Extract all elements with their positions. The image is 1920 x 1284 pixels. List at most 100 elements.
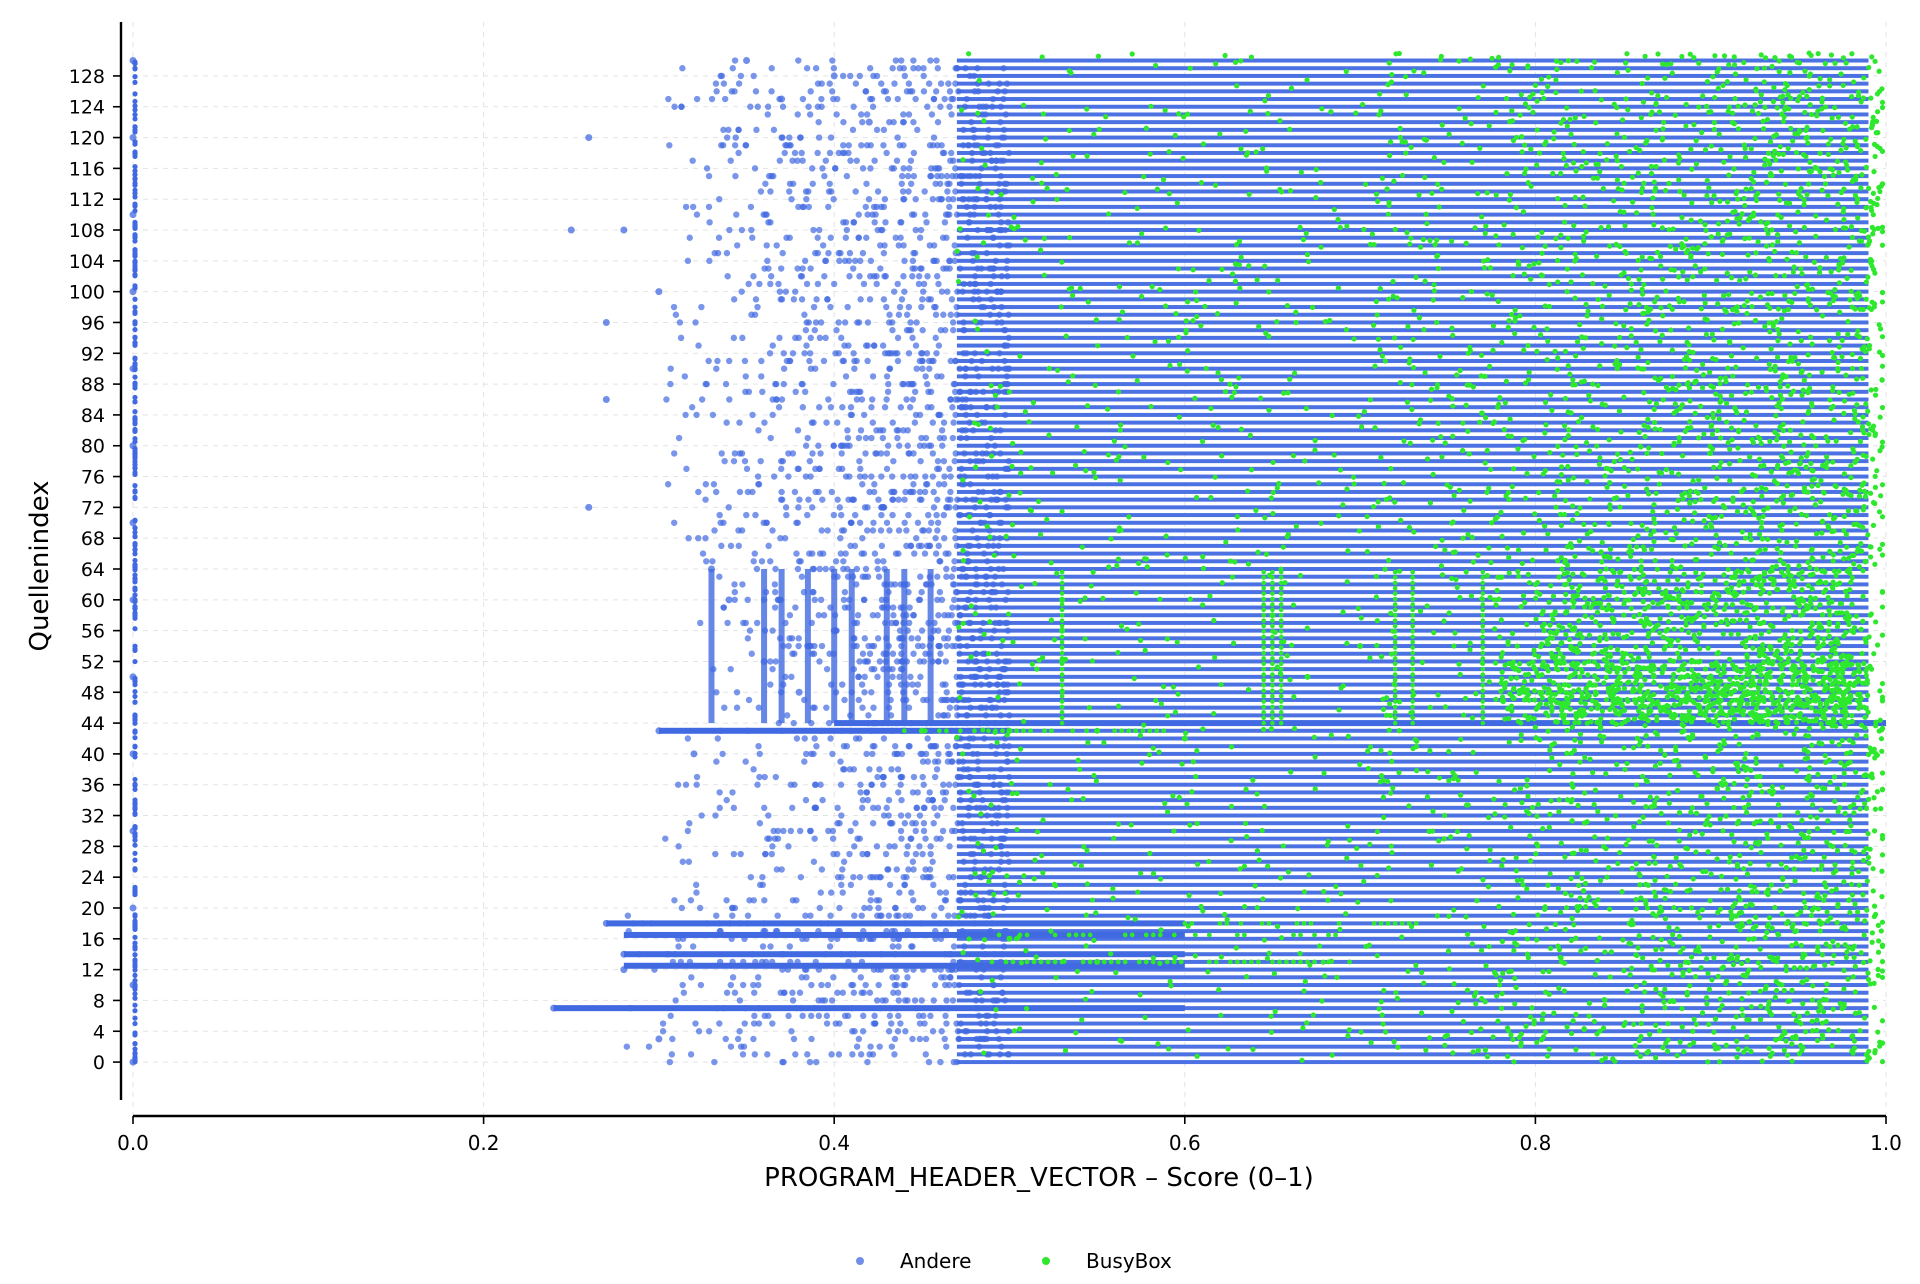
andere-point xyxy=(870,805,876,811)
busybox-point xyxy=(1640,955,1645,960)
andere-point xyxy=(955,1036,961,1042)
busybox-point xyxy=(1741,196,1746,201)
busybox-point xyxy=(1409,145,1414,150)
andere-point xyxy=(716,196,722,202)
busybox-point xyxy=(1711,465,1716,470)
busybox-point xyxy=(1050,470,1055,475)
busybox-point xyxy=(1795,657,1800,662)
andere-point xyxy=(896,997,902,1003)
andere-point xyxy=(862,450,868,456)
andere-point xyxy=(788,674,794,680)
busybox-point xyxy=(1880,852,1885,857)
busybox-point xyxy=(1800,90,1805,95)
busybox-point xyxy=(1841,968,1846,973)
busybox-point xyxy=(1653,1023,1658,1028)
busybox-point xyxy=(1847,910,1852,915)
busybox-point xyxy=(1769,227,1774,232)
andere-band xyxy=(957,536,1869,540)
andere-point xyxy=(803,473,809,479)
busybox-point xyxy=(1823,434,1828,439)
busybox-point xyxy=(1516,547,1521,552)
andere-point xyxy=(778,265,784,271)
busybox-point xyxy=(1727,727,1732,732)
busybox-point xyxy=(1138,733,1143,738)
andere-point xyxy=(847,73,853,79)
andere-point xyxy=(755,974,761,980)
andere-point xyxy=(943,566,949,572)
andere-point xyxy=(748,874,754,880)
busybox-point xyxy=(1631,824,1636,829)
busybox-point xyxy=(1500,971,1505,976)
andere-point xyxy=(890,990,896,996)
andere-point xyxy=(755,473,761,479)
andere-point xyxy=(946,627,952,633)
andere-point xyxy=(780,250,786,256)
busybox-point xyxy=(1489,56,1494,61)
andere-point xyxy=(988,566,994,572)
andere-point xyxy=(991,489,997,495)
busybox-point xyxy=(1639,558,1644,563)
busybox-point xyxy=(1727,461,1732,466)
busybox-point xyxy=(1859,627,1864,632)
andere-point xyxy=(132,177,137,182)
busybox-point xyxy=(1619,889,1624,894)
andere-point xyxy=(870,704,876,710)
andere-point xyxy=(852,188,858,194)
andere-point xyxy=(831,512,837,518)
andere-point xyxy=(880,558,886,564)
andere-point xyxy=(856,389,862,395)
busybox-point xyxy=(1176,111,1181,116)
andere-point xyxy=(132,576,137,581)
andere-point xyxy=(689,404,695,410)
andere-point xyxy=(822,335,828,341)
busybox-point xyxy=(1564,905,1569,910)
andere-point xyxy=(876,574,882,580)
busybox-point xyxy=(1158,876,1163,881)
andere-point xyxy=(132,867,137,872)
busybox-point xyxy=(1634,1050,1639,1055)
andere-point xyxy=(951,242,957,248)
andere-point xyxy=(917,265,923,271)
andere-point xyxy=(973,597,979,603)
busybox-point xyxy=(1617,244,1622,249)
andere-point xyxy=(817,782,823,788)
andere-point xyxy=(836,905,842,911)
busybox-point xyxy=(1457,488,1462,493)
andere-band xyxy=(624,932,1185,938)
busybox-point xyxy=(1655,567,1660,572)
busybox-point xyxy=(1802,899,1807,904)
andere-point xyxy=(939,427,945,433)
andere-point xyxy=(979,358,985,364)
busybox-point xyxy=(1872,828,1877,833)
andere-point xyxy=(713,489,719,495)
busybox-point xyxy=(1724,419,1729,424)
busybox-point xyxy=(1219,267,1224,272)
andere-point xyxy=(958,689,964,695)
busybox-point xyxy=(1026,419,1031,424)
andere-point xyxy=(723,1036,729,1042)
andere-point xyxy=(910,859,916,865)
andere-point xyxy=(970,127,976,133)
busybox-point xyxy=(1830,459,1835,464)
andere-point xyxy=(930,419,936,425)
andere-point xyxy=(760,882,766,888)
andere-point xyxy=(884,373,890,379)
andere-point xyxy=(753,127,759,133)
andere-point xyxy=(973,651,979,657)
busybox-point xyxy=(1017,1026,1022,1031)
busybox-point xyxy=(1384,186,1389,191)
andere-point xyxy=(132,735,137,740)
busybox-point xyxy=(1165,636,1170,641)
andere-point xyxy=(898,774,904,780)
busybox-point xyxy=(1630,866,1635,871)
andere-point xyxy=(910,119,916,125)
busybox-point xyxy=(1677,828,1682,833)
busybox-point xyxy=(1427,1035,1432,1040)
andere-point xyxy=(801,312,807,318)
busybox-point xyxy=(1794,928,1799,933)
busybox-point xyxy=(1577,538,1582,543)
busybox-point xyxy=(1291,694,1296,699)
busybox-point xyxy=(1235,527,1240,532)
andere-point xyxy=(807,458,813,464)
busybox-point xyxy=(1483,1047,1488,1052)
